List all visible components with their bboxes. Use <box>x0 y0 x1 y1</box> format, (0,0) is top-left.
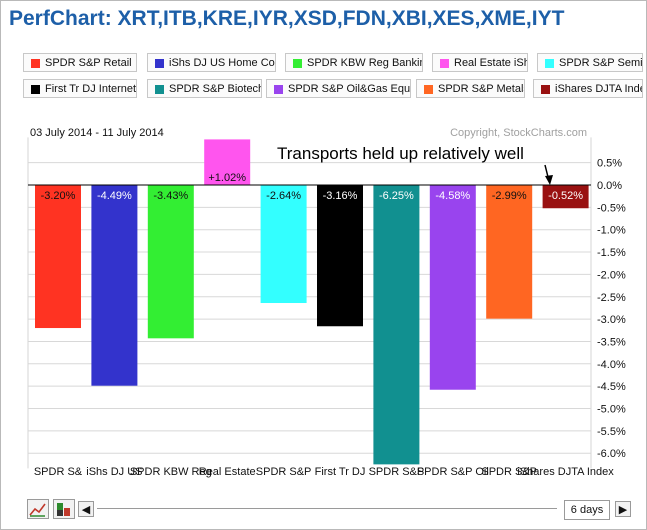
y-tick-label: -1.0% <box>597 225 626 237</box>
bar[interactable] <box>542 185 589 209</box>
legend-item-ishares-djta-index[interactable]: iShares DJTA Index <box>533 79 643 98</box>
legend-label: First Tr DJ Internet <box>45 83 137 95</box>
bar[interactable] <box>204 139 251 185</box>
legend-swatch <box>541 85 550 94</box>
y-tick-label: 0.5% <box>597 158 622 170</box>
legend-swatch <box>440 59 449 68</box>
legend-item-ishs-dj-us-home-cons[interactable]: iShs DJ US Home Cons <box>147 53 276 72</box>
bar[interactable] <box>260 185 307 304</box>
y-tick-label: -2.0% <box>597 269 626 281</box>
line-chart-icon[interactable] <box>27 499 49 519</box>
y-tick-labels: 0.5% 0.0% -0.5% -1.0% -1.5% -2.0% -2.5% -3.0% -3… <box>597 158 626 461</box>
y-tick-label: -4.0% <box>597 359 626 371</box>
bar[interactable] <box>147 185 194 339</box>
x-tick-label: SPDR S&P <box>481 466 537 478</box>
legend-swatch <box>155 59 164 68</box>
value-label: -3.16% <box>323 190 358 202</box>
y-tick-label: -5.0% <box>597 404 626 416</box>
value-label: +1.02% <box>208 172 246 184</box>
x-tick-label: SPDR S&P <box>369 466 425 478</box>
legend-label: SPDR S&P Retail <box>45 57 132 69</box>
legend-swatch <box>293 59 302 68</box>
x-tick-label: SPDR S& <box>34 466 83 478</box>
bar[interactable] <box>35 185 81 329</box>
legend-label: Real Estate iShr <box>454 57 528 69</box>
x-tick-label: First Tr DJ <box>315 466 366 478</box>
period-display: 6 days <box>564 500 610 520</box>
x-tick-label: iShares DJTA Index <box>517 466 614 478</box>
x-tick-label: Real Estate <box>199 466 256 478</box>
bar[interactable] <box>317 185 363 327</box>
x-tick-label: SPDR KBW Reg <box>130 466 212 478</box>
legend-label: SPDR KBW Reg Banking <box>307 57 423 69</box>
value-label: -4.58% <box>435 190 470 202</box>
value-label: -2.64% <box>266 190 301 202</box>
legend-label: SPDR S&P Semi <box>559 57 643 69</box>
period-slider-track[interactable] <box>97 508 557 509</box>
legend-swatch <box>31 85 40 94</box>
value-label: -3.20% <box>41 190 76 202</box>
y-tick-label: 0.0% <box>597 180 622 192</box>
value-labels: -3.20% -4.49% -3.43% +1.02% -2.64% -3.16% -6.2… <box>41 172 584 202</box>
value-label: -2.99% <box>492 190 527 202</box>
x-tick-label: iShs DJ US <box>86 466 142 478</box>
bar[interactable] <box>91 185 138 386</box>
x-tick-label: SPDR S&P Oil <box>417 466 489 478</box>
bar[interactable] <box>429 185 476 390</box>
y-tick-label: -6.0% <box>597 448 626 460</box>
legend-label: SPDR S&P Oil&Gas Equ <box>288 83 411 95</box>
legend-item-real-estate-ishr[interactable]: Real Estate iShr <box>432 53 528 72</box>
bar[interactable] <box>486 185 533 319</box>
scroll-right-button[interactable]: ▶ <box>615 501 631 517</box>
y-tick-label: -0.5% <box>597 202 626 214</box>
legend-item-first-tr-dj-internet[interactable]: First Tr DJ Internet <box>23 79 137 98</box>
legend-label: iShs DJ US Home Cons <box>169 57 276 69</box>
legend-item-spdr-sp-metals[interactable]: SPDR S&P Metals <box>416 79 525 98</box>
y-tick-label: -4.5% <box>597 381 626 393</box>
annotation-text: Transports held up relatively well <box>277 144 524 163</box>
y-tick-label: -3.0% <box>597 314 626 326</box>
date-range: 03 July 2014 - 11 July 2014 <box>30 127 164 139</box>
copyright: Copyright, StockCharts.com <box>450 127 587 139</box>
x-tick-label: SPDR S&P <box>256 466 312 478</box>
legend-label: SPDR S&P Biotech <box>169 83 262 95</box>
legend-swatch <box>155 85 164 94</box>
value-label: -4.49% <box>97 190 132 202</box>
page-title: PerfChart: XRT,ITB,KRE,IYR,XSD,FDN,XBI,X… <box>9 7 565 30</box>
legend-item-spdr-kbw-reg-banking[interactable]: SPDR KBW Reg Banking <box>285 53 423 72</box>
value-label: -0.52% <box>548 190 583 202</box>
legend-item-spdr-sp-biotech[interactable]: SPDR S&P Biotech <box>147 79 262 98</box>
legend-swatch <box>274 85 283 94</box>
y-tick-label: -2.5% <box>597 292 626 304</box>
legend-item-spdr-sp-retail[interactable]: SPDR S&P Retail <box>23 53 137 72</box>
bars <box>35 139 589 465</box>
legend-label: iShares DJTA Index <box>555 83 643 95</box>
bar-chart-icon[interactable] <box>53 499 75 519</box>
legend: SPDR S&P Retail iShs DJ US Home Cons SPD… <box>23 53 643 103</box>
y-tick-label: -1.5% <box>597 247 626 259</box>
left-arrow-icon: ◀ <box>81 504 91 516</box>
scroll-left-button[interactable]: ◀ <box>78 501 94 517</box>
bar[interactable] <box>373 185 420 465</box>
value-label: -3.43% <box>153 190 188 202</box>
value-label: -6.25% <box>379 190 414 202</box>
legend-swatch <box>424 85 433 94</box>
annotation-arrow <box>544 164 553 185</box>
legend-label: SPDR S&P Metals <box>438 83 525 95</box>
legend-swatch <box>545 59 554 68</box>
y-tick-label: -5.5% <box>597 426 626 438</box>
chart-controls: ◀ 6 days ▶ <box>1 496 646 526</box>
legend-item-spdr-sp-oil-gas-equ[interactable]: SPDR S&P Oil&Gas Equ <box>266 79 411 98</box>
legend-item-spdr-sp-semi[interactable]: SPDR S&P Semi <box>537 53 643 72</box>
legend-swatch <box>31 59 40 68</box>
y-tick-label: -3.5% <box>597 336 626 348</box>
right-arrow-icon: ▶ <box>618 504 628 516</box>
